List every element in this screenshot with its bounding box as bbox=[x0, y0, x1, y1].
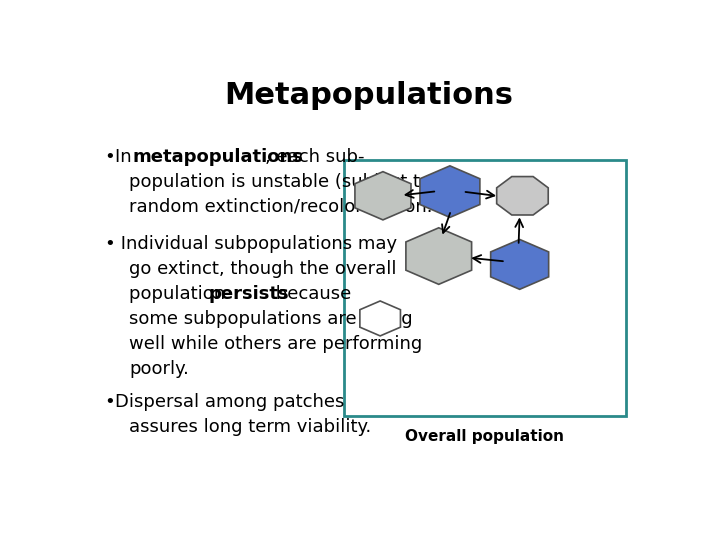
Text: metapopulations: metapopulations bbox=[132, 148, 303, 166]
Polygon shape bbox=[360, 301, 400, 336]
Text: assures long term viability.: assures long term viability. bbox=[129, 418, 372, 436]
Text: •: • bbox=[104, 148, 114, 166]
Text: •: • bbox=[104, 235, 114, 253]
Bar bbox=[344, 160, 626, 416]
Text: random extinction/recolonization.: random extinction/recolonization. bbox=[129, 198, 433, 216]
Text: population: population bbox=[129, 285, 231, 303]
Text: Individual subpopulations may: Individual subpopulations may bbox=[115, 235, 397, 253]
Text: poorly.: poorly. bbox=[129, 360, 189, 378]
Polygon shape bbox=[406, 228, 472, 285]
Text: , each sub-: , each sub- bbox=[265, 148, 364, 166]
Text: population is unstable (subject to: population is unstable (subject to bbox=[129, 173, 431, 191]
Text: because: because bbox=[271, 285, 352, 303]
Text: go extinct, though the overall: go extinct, though the overall bbox=[129, 260, 397, 278]
Polygon shape bbox=[497, 177, 548, 215]
Text: In: In bbox=[115, 148, 138, 166]
Polygon shape bbox=[490, 239, 549, 289]
Text: well while others are performing: well while others are performing bbox=[129, 335, 423, 353]
Polygon shape bbox=[420, 166, 480, 218]
Text: Metapopulations: Metapopulations bbox=[225, 82, 513, 111]
Text: •: • bbox=[104, 393, 114, 411]
Text: persists: persists bbox=[208, 285, 289, 303]
Text: some subpopulations are doing: some subpopulations are doing bbox=[129, 310, 413, 328]
Polygon shape bbox=[355, 172, 411, 220]
Text: Overall population: Overall population bbox=[405, 429, 564, 444]
Text: Dispersal among patches: Dispersal among patches bbox=[115, 393, 344, 411]
